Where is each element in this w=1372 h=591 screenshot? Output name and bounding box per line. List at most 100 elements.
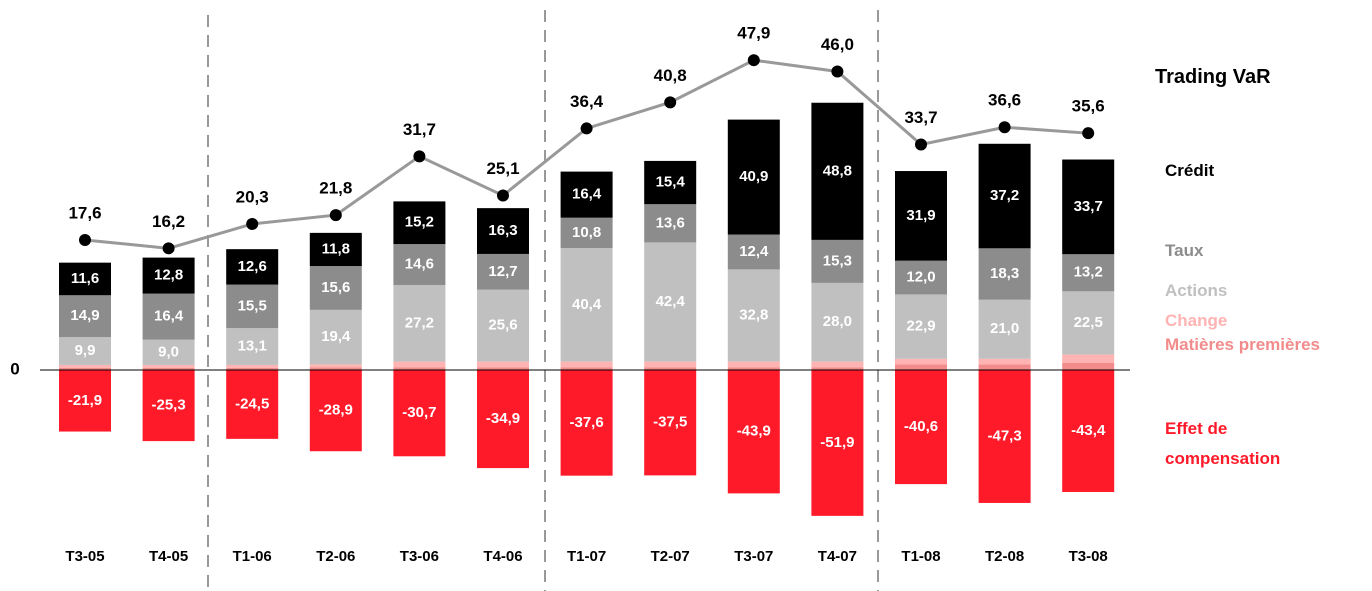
line-point xyxy=(580,122,593,135)
line-value-label: 47,9 xyxy=(737,24,770,43)
value-label: -40,6 xyxy=(904,418,938,435)
line-point xyxy=(162,242,175,255)
y-tick-label: 0 xyxy=(10,359,19,378)
line-point xyxy=(79,234,91,247)
bar-segment xyxy=(644,204,697,243)
value-label: 21,0 xyxy=(990,320,1019,337)
value-label: 16,4 xyxy=(572,186,602,203)
value-label: 13,6 xyxy=(656,214,685,231)
bar-segment xyxy=(811,239,864,283)
value-label: 12,6 xyxy=(238,258,267,275)
bar-segment xyxy=(309,266,362,310)
value-label: 13,2 xyxy=(1074,264,1103,281)
value-label: 31,9 xyxy=(906,207,935,224)
value-label: 15,6 xyxy=(321,279,350,296)
value-label: 42,4 xyxy=(656,293,686,310)
bar-segment xyxy=(644,370,697,476)
bar-segment xyxy=(477,370,529,469)
line-value-label: 46,0 xyxy=(821,35,854,54)
line-point xyxy=(664,96,677,109)
bar-segment xyxy=(59,364,111,368)
bar-segment xyxy=(226,249,279,285)
x-tick-label: T1-08 xyxy=(901,548,940,565)
legend-entry: Trading VaR xyxy=(1155,66,1271,88)
value-label: 15,5 xyxy=(238,297,267,314)
value-label: 15,2 xyxy=(405,214,434,231)
value-label: 13,1 xyxy=(238,338,267,355)
bar-segment xyxy=(142,293,195,340)
line-point xyxy=(1082,127,1095,140)
value-label: -51,9 xyxy=(820,434,854,451)
line-point xyxy=(831,65,844,78)
line-value-label: 17,6 xyxy=(68,203,101,222)
bar-segment xyxy=(309,232,362,267)
line-value-label: 21,8 xyxy=(319,179,352,198)
value-label: 9,0 xyxy=(158,343,179,360)
line-point xyxy=(747,54,760,67)
bar-segment xyxy=(895,370,947,485)
value-label: 25,6 xyxy=(488,317,517,334)
line-value-label: 33,7 xyxy=(904,108,937,127)
value-label: 10,8 xyxy=(572,224,601,241)
bar-segment xyxy=(226,364,279,368)
bar-segment xyxy=(727,269,780,362)
legend-entry: Crédit xyxy=(1165,161,1215,180)
bar-segment xyxy=(1062,159,1115,255)
bar-segment xyxy=(226,370,279,439)
legend-entry: Actions xyxy=(1165,281,1228,300)
line-value-label: 35,6 xyxy=(1072,97,1105,116)
bar-segment xyxy=(811,367,864,371)
bar-segment xyxy=(393,370,446,457)
value-label: 16,4 xyxy=(154,308,184,325)
value-label: 18,3 xyxy=(990,265,1019,282)
value-label: 33,7 xyxy=(1074,198,1103,215)
value-label: 11,6 xyxy=(71,270,99,287)
bar-segment xyxy=(1062,291,1115,355)
bar-segment xyxy=(560,370,613,476)
bar-segment xyxy=(393,285,446,362)
value-label: 22,9 xyxy=(906,318,935,335)
legend-entry: Change xyxy=(1165,311,1228,330)
bar-segment xyxy=(978,364,1031,371)
value-label: 40,9 xyxy=(739,168,768,185)
line-point xyxy=(246,217,259,230)
value-label: 19,4 xyxy=(321,328,351,345)
legend-entry: Matières premières xyxy=(1165,335,1320,354)
line-value-label: 31,7 xyxy=(403,120,436,139)
bar-segment xyxy=(895,294,947,359)
value-label: 9,9 xyxy=(75,342,96,359)
value-label: -37,6 xyxy=(569,414,603,431)
x-tick-label: T1-06 xyxy=(233,548,272,565)
bar-segment xyxy=(59,370,111,432)
value-label: -37,5 xyxy=(653,414,687,431)
value-label: 48,8 xyxy=(823,162,852,179)
bar-segment xyxy=(978,299,1031,359)
x-tick-label: T4-06 xyxy=(483,548,522,565)
value-label: -47,3 xyxy=(987,427,1021,444)
bar-segment xyxy=(727,367,780,371)
bar-segment xyxy=(644,367,697,371)
line-point xyxy=(915,138,927,151)
value-label: 15,3 xyxy=(823,252,852,269)
bar-segment xyxy=(560,361,613,368)
bar-segment xyxy=(727,361,780,368)
bar-segment xyxy=(226,284,279,329)
bar-segment xyxy=(226,328,279,365)
bar-segment xyxy=(895,364,947,371)
x-tick-label: T3-07 xyxy=(734,548,773,565)
bar-segment xyxy=(309,370,362,452)
bar-segment xyxy=(477,289,529,362)
x-tick-label: T4-07 xyxy=(818,548,857,565)
bar-segment xyxy=(560,171,613,218)
bar-segment xyxy=(59,262,111,296)
value-label: 12,4 xyxy=(739,243,769,260)
value-label: 27,2 xyxy=(405,314,434,331)
bar-segment xyxy=(393,201,446,245)
bar-segment xyxy=(59,295,111,338)
bar-segment xyxy=(142,339,195,365)
value-label: -43,9 xyxy=(737,423,771,440)
x-tick-label: T3-06 xyxy=(400,548,439,565)
x-tick-label: T3-05 xyxy=(65,548,104,565)
bar-segment xyxy=(1062,362,1115,371)
